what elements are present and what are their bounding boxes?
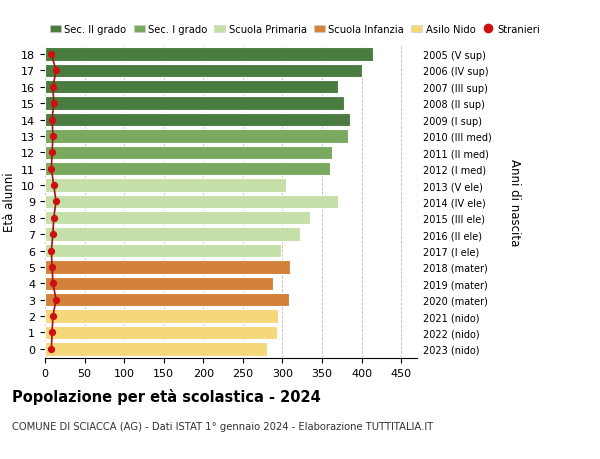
Point xyxy=(47,51,56,59)
Bar xyxy=(45,179,286,192)
Point xyxy=(47,117,57,124)
Bar xyxy=(45,310,278,323)
Legend: Sec. II grado, Sec. I grado, Scuola Primaria, Scuola Infanzia, Asilo Nido, Stran: Sec. II grado, Sec. I grado, Scuola Prim… xyxy=(50,25,539,35)
Point xyxy=(48,133,58,140)
Bar xyxy=(45,130,348,143)
Point xyxy=(47,263,57,271)
Bar xyxy=(45,48,373,62)
Y-axis label: Età alunni: Età alunni xyxy=(2,172,16,232)
Bar xyxy=(45,97,344,111)
Point xyxy=(48,84,58,91)
Bar xyxy=(45,162,330,176)
Point xyxy=(49,215,59,222)
Bar xyxy=(45,113,350,127)
Bar xyxy=(45,146,332,160)
Bar xyxy=(45,65,362,78)
Text: COMUNE DI SCIACCA (AG) - Dati ISTAT 1° gennaio 2024 - Elaborazione TUTTITALIA.IT: COMUNE DI SCIACCA (AG) - Dati ISTAT 1° g… xyxy=(12,421,433,431)
Point xyxy=(49,100,59,107)
Point xyxy=(47,329,57,336)
Point xyxy=(47,149,57,157)
Point xyxy=(48,231,58,238)
Point xyxy=(48,280,58,287)
Bar xyxy=(45,293,289,307)
Bar xyxy=(45,277,273,291)
Point xyxy=(51,198,61,206)
Bar xyxy=(45,326,277,339)
Text: Popolazione per età scolastica - 2024: Popolazione per età scolastica - 2024 xyxy=(12,388,321,404)
Bar xyxy=(45,212,310,225)
Bar xyxy=(45,195,338,209)
Bar xyxy=(45,244,281,257)
Y-axis label: Anni di nascita: Anni di nascita xyxy=(508,158,521,246)
Bar xyxy=(45,228,300,241)
Bar xyxy=(45,261,290,274)
Bar xyxy=(45,342,266,356)
Point xyxy=(47,247,56,255)
Point xyxy=(51,67,61,75)
Point xyxy=(47,166,56,173)
Bar xyxy=(45,81,338,94)
Point xyxy=(48,313,58,320)
Point xyxy=(51,297,61,304)
Point xyxy=(49,182,59,189)
Point xyxy=(47,345,56,353)
